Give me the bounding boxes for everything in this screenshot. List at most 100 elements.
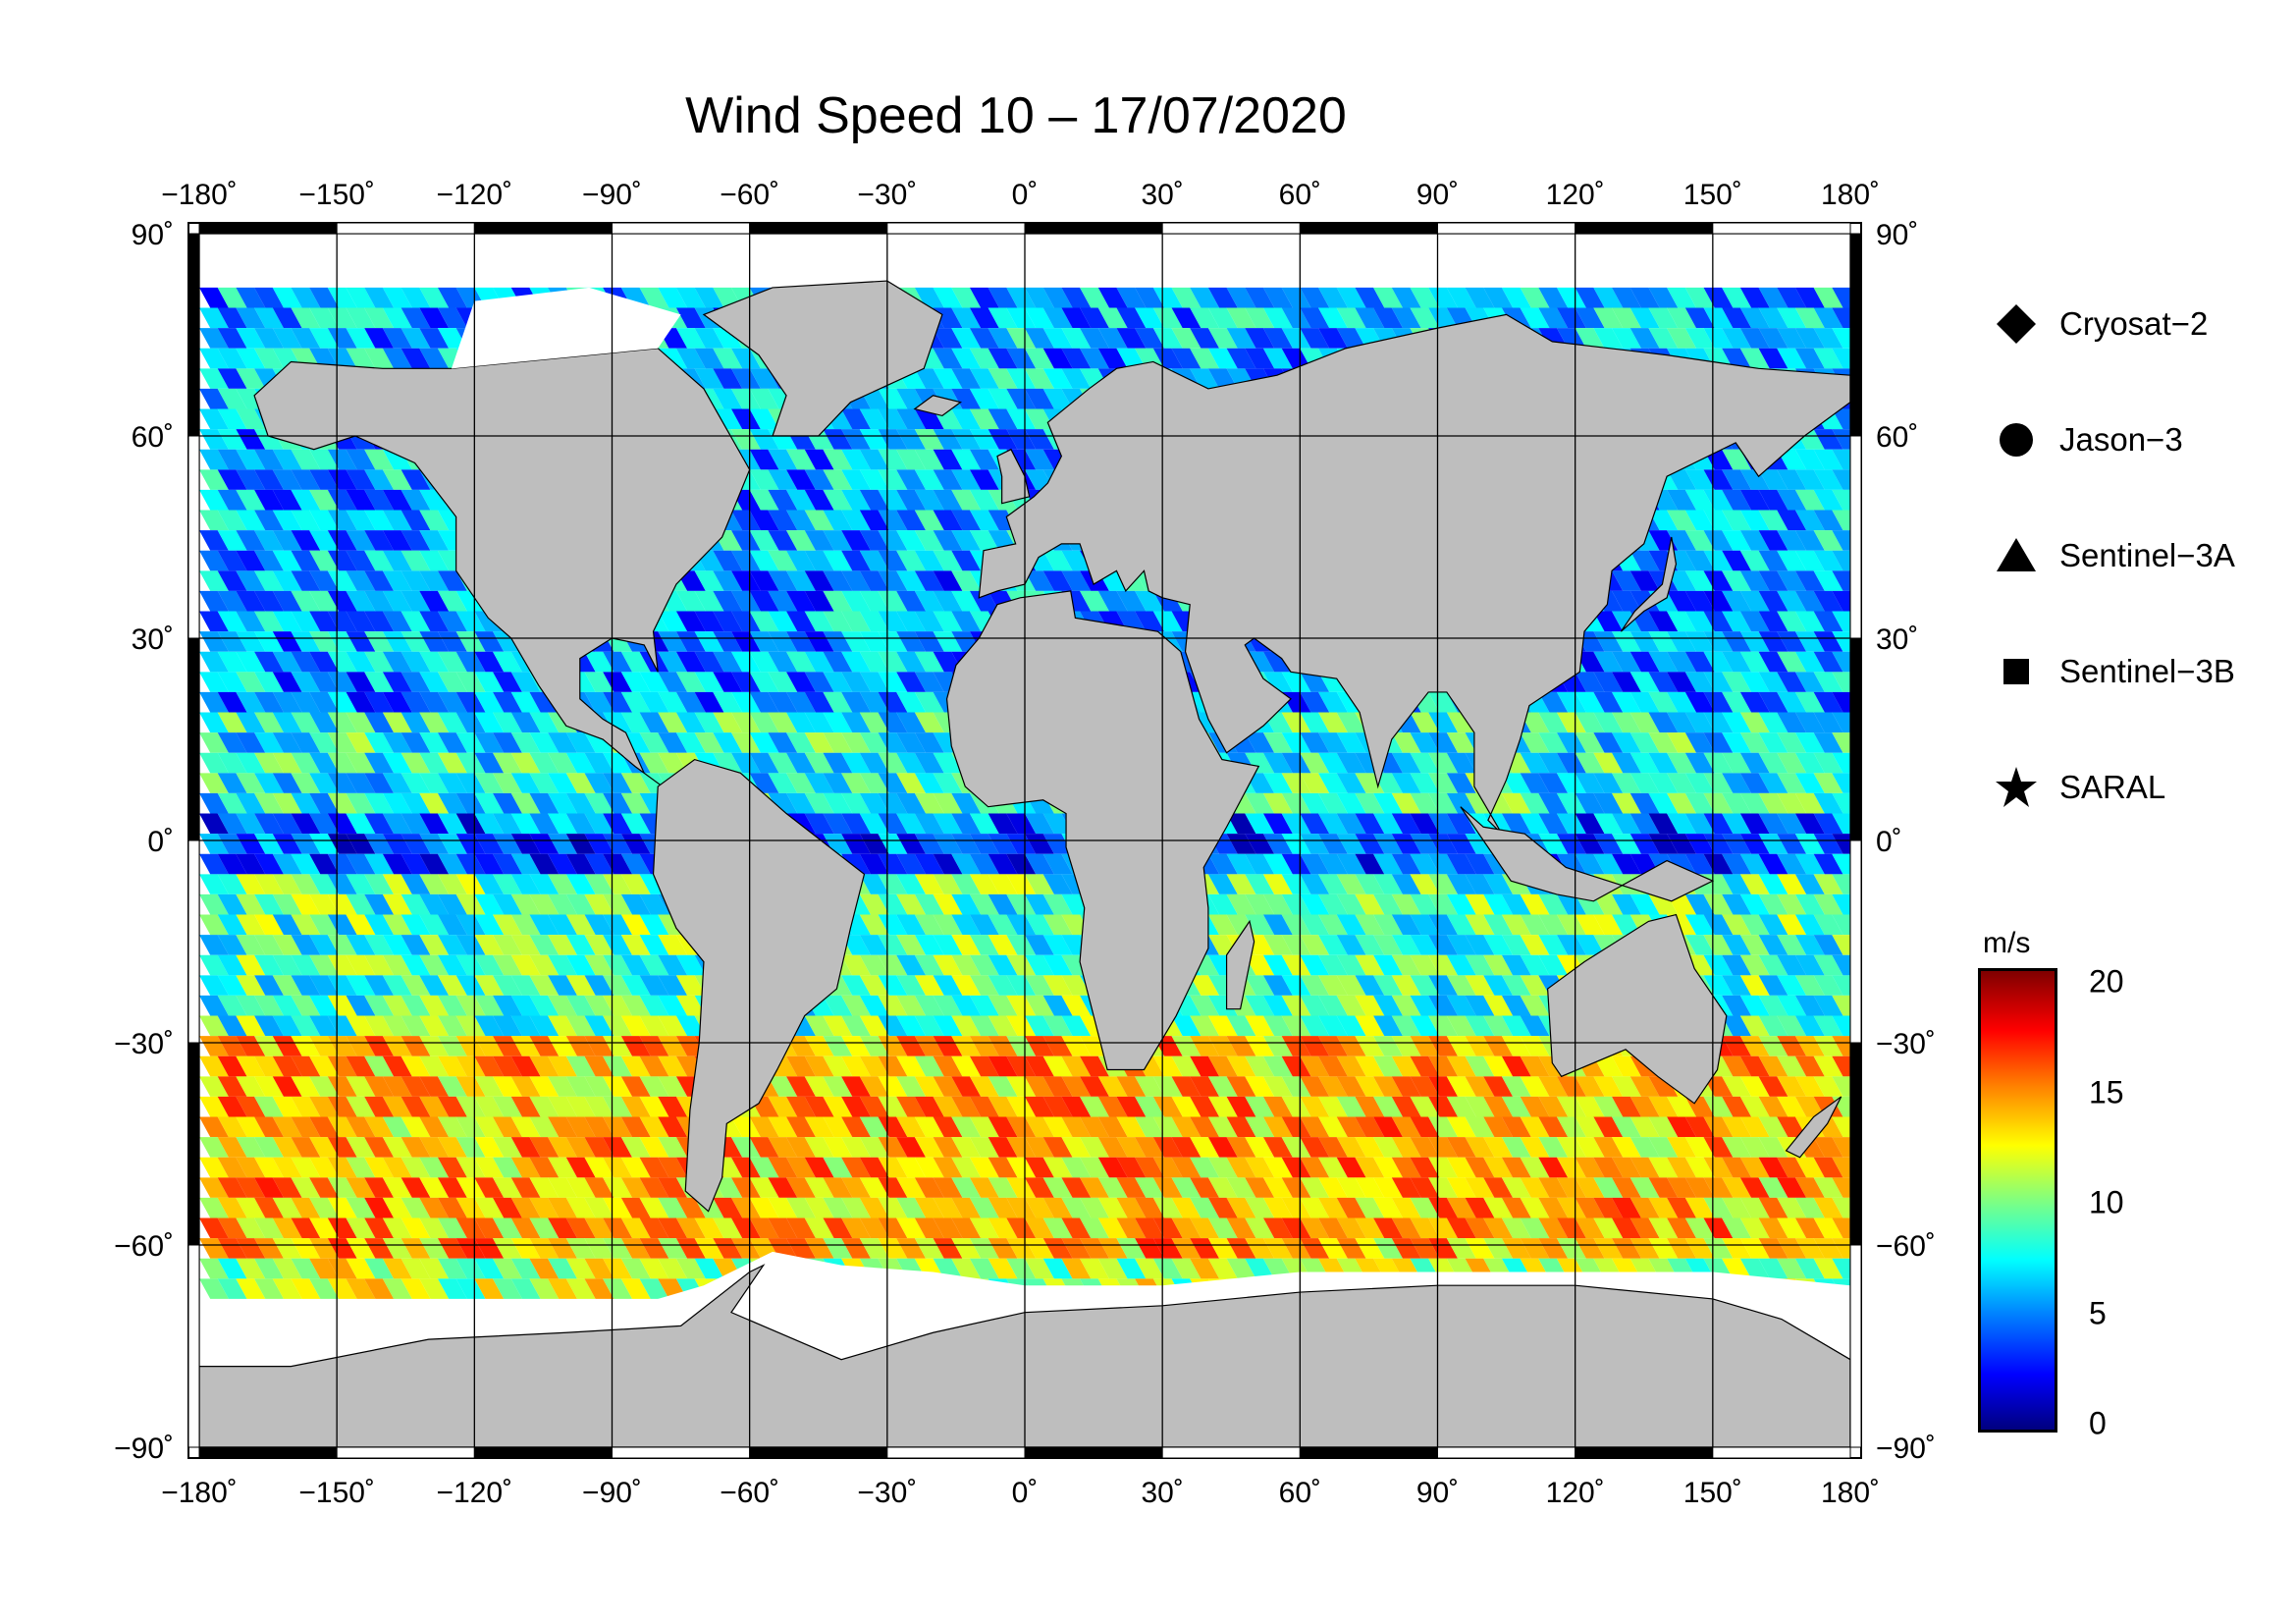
wind-swath-cell xyxy=(510,712,541,733)
wind-swath-cell xyxy=(1794,449,1825,470)
wind-swath-cell xyxy=(236,1217,266,1239)
wind-swath-cell xyxy=(455,590,486,612)
wind-swath-cell xyxy=(1135,1096,1165,1117)
wind-swath-cell xyxy=(309,834,340,854)
wind-swath-cell xyxy=(529,914,560,936)
wind-swath-cell xyxy=(823,732,853,753)
wind-swath-cell xyxy=(1336,1238,1366,1259)
wind-swath-cell xyxy=(1391,893,1421,915)
wind-swath-cell xyxy=(1465,914,1495,936)
wind-swath-cell xyxy=(1446,732,1476,753)
wind-swath-cell xyxy=(878,874,908,894)
wind-swath-cell xyxy=(1501,773,1531,793)
wind-swath-cell xyxy=(1612,752,1641,774)
wind-swath-cell xyxy=(1336,1137,1366,1158)
wind-swath-cell xyxy=(658,1157,688,1178)
wind-swath-cell xyxy=(272,449,302,470)
wind-swath-cell xyxy=(364,489,395,511)
wind-swath-cell xyxy=(1629,773,1660,793)
wind-swath-cell xyxy=(1446,287,1476,308)
wind-swath-cell xyxy=(1483,954,1514,976)
wind-swath-cell xyxy=(878,834,908,854)
wind-swath-cell xyxy=(841,590,872,612)
lon-tick-label-top: 0˚ xyxy=(1012,179,1039,211)
wind-swath-cell xyxy=(730,530,761,551)
wind-swath-cell xyxy=(1373,995,1403,1016)
wind-swath-cell xyxy=(730,631,761,652)
wind-swath-cell xyxy=(474,1217,505,1239)
wind-swath-cell xyxy=(1612,307,1641,329)
diamond-icon xyxy=(1997,304,2036,344)
wind-swath-cell xyxy=(1612,1197,1641,1218)
wind-swath-cell xyxy=(786,1116,816,1138)
wind-swath-cell xyxy=(1777,651,1807,673)
wind-swath-cell xyxy=(841,773,872,793)
wind-swath-cell xyxy=(1832,834,1850,854)
wind-swath-cell xyxy=(254,995,284,1016)
wind-swath-cell xyxy=(658,1096,688,1117)
wind-swath-cell xyxy=(1684,712,1715,733)
wind-swath-cell xyxy=(1097,1177,1128,1198)
wind-swath-cell xyxy=(236,893,266,915)
wind-swath-cell xyxy=(400,935,431,955)
wind-swath-cell xyxy=(969,975,999,996)
wind-swath-cell xyxy=(1061,570,1092,591)
wind-swath-cell xyxy=(400,307,431,329)
wind-swath-cell xyxy=(1262,935,1293,955)
wind-swath-cell xyxy=(346,672,376,692)
wind-swath-cell xyxy=(382,469,412,490)
wind-swath-cell xyxy=(896,570,927,591)
wind-swath-cell xyxy=(1373,834,1403,854)
wind-swath-cell xyxy=(1373,792,1403,814)
wind-swath-cell xyxy=(1832,348,1850,369)
wind-swath-cell xyxy=(291,813,321,835)
wind-swath-cell xyxy=(1428,995,1459,1016)
wind-swath-cell xyxy=(1629,792,1660,814)
wind-swath-cell xyxy=(1318,1197,1348,1218)
wind-swath-cell xyxy=(309,691,340,713)
wind-swath-cell xyxy=(1538,732,1569,753)
wind-swath-cell xyxy=(675,1015,706,1037)
wind-swath-cell xyxy=(1061,1177,1092,1198)
wind-swath-cell xyxy=(327,853,357,875)
wind-swath-cell xyxy=(1739,1137,1770,1158)
wind-swath-cell xyxy=(1794,307,1825,329)
wind-swath-cell xyxy=(1245,853,1275,875)
wind-swath-cell xyxy=(1025,1137,1054,1158)
wind-swath-cell xyxy=(1739,307,1770,329)
wind-swath-cell xyxy=(933,449,963,470)
wind-swath-cell xyxy=(199,611,229,632)
wind-swath-cell xyxy=(1245,287,1275,308)
wind-swath-cell xyxy=(1391,1157,1421,1178)
wind-swath-cell xyxy=(1612,1157,1641,1178)
wind-swath-cell xyxy=(400,732,431,753)
wind-swath-cell xyxy=(1794,510,1825,531)
wind-swath-cell xyxy=(1703,813,1734,835)
wind-swath-cell xyxy=(1262,975,1293,996)
wind-swath-cell xyxy=(437,1238,467,1259)
wind-swath-cell xyxy=(1318,914,1348,936)
wind-swath-cell xyxy=(565,1177,596,1198)
wind-swath-cell xyxy=(364,307,395,329)
wind-swath-cell xyxy=(272,1258,302,1279)
wind-swath-cell xyxy=(1336,1096,1366,1117)
wind-swath-cell xyxy=(510,874,541,894)
wind-swath-cell xyxy=(1777,1015,1807,1037)
wind-swath-cell xyxy=(675,651,706,673)
wind-swath-cell xyxy=(254,1258,284,1279)
wind-swath-cell xyxy=(1116,1177,1147,1198)
wind-swath-cell xyxy=(1575,1217,1605,1239)
wind-swath-cell xyxy=(291,752,321,774)
wind-swath-cell xyxy=(896,935,927,955)
wind-swath-cell xyxy=(1116,1116,1147,1138)
wind-swath-cell xyxy=(933,328,963,349)
land-iceland xyxy=(913,395,962,417)
wind-swath-cell xyxy=(1794,954,1825,976)
wind-swath-cell xyxy=(1300,752,1330,774)
wind-swath-cell xyxy=(933,469,963,490)
wind-swath-cell xyxy=(1042,1096,1073,1117)
wind-swath-cell xyxy=(254,1278,284,1299)
wind-swath-cell xyxy=(1832,975,1850,996)
wind-swath-cell xyxy=(988,1096,1018,1117)
wind-swath-cell xyxy=(217,1278,247,1299)
